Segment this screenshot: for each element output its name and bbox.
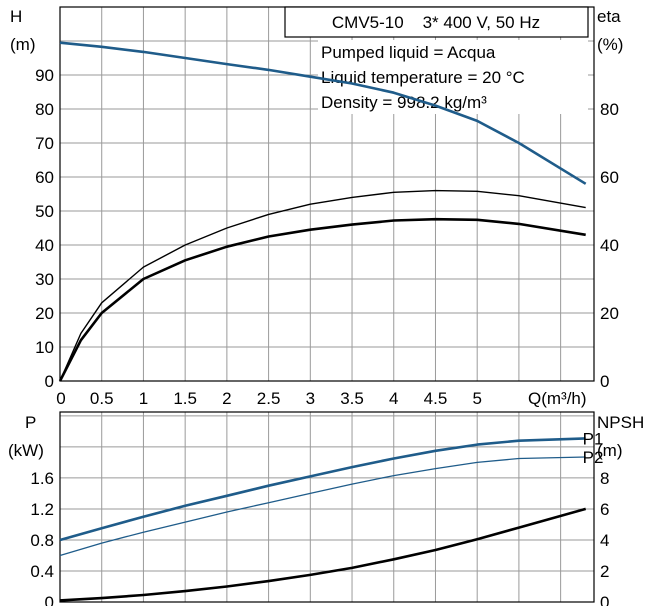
x-tick-label: 0 [56,389,65,408]
x-tick-label: 3.5 [340,389,364,408]
power-npsh-plot-frame [59,411,595,603]
head-tick-label: 90 [35,66,54,85]
head-tick-label: 60 [35,168,54,187]
x-tick-label: 4.5 [424,389,448,408]
npsh-tick-label: 8 [600,469,609,488]
head-tick-label: 50 [35,202,54,221]
efficiency-tick-label: 0 [600,372,609,391]
efficiency-curve-lower [58,217,586,382]
efficiency-axis-label: eta [597,7,621,26]
p1-power-curve [59,437,586,542]
x-tick-label: 4 [389,389,398,408]
npsh-tick-label: 0 [600,593,609,606]
efficiency-curve-upper [59,189,586,382]
head-tick-label: 70 [35,134,54,153]
head-tick-label: 0 [45,372,54,391]
x-tick-label: 1.5 [173,389,197,408]
info-panel [318,40,588,114]
npsh-axis-label: NPSH [597,413,644,432]
flow-axis-label: Q(m³/h) [528,389,587,408]
x-tick-label: 3 [306,389,315,408]
efficiency-axis-unit: (%) [597,35,623,54]
npsh-curve [59,507,587,602]
power-tick-label: 0 [45,593,54,606]
x-tick-label: 5 [472,389,481,408]
efficiency-tick-label: 20 [600,304,619,323]
performance-curves [58,41,587,602]
info-liquid-temperature: Liquid temperature = 20 °C [321,68,525,87]
head-curve [59,41,587,185]
power-axis-label: P [25,413,36,432]
power-tick-label: 0.4 [30,562,54,581]
head-tick-label: 40 [35,236,54,255]
title-box [284,6,589,38]
head-tick-label: 80 [35,100,54,119]
x-tick-label: 2 [222,389,231,408]
power-tick-label: 0.8 [30,531,54,550]
info-pumped-liquid: Pumped liquid = Acqua [321,43,496,62]
npsh-tick-label: 4 [600,531,609,550]
x-tick-label: 0.5 [90,389,114,408]
series-label-p1: P1 [583,429,604,448]
efficiency-tick-label: 80 [600,100,619,119]
tick-labels: 0 0.5 1 1.5 2 2.5 3 3.5 4 4.5 50102030405060708090… [30,66,619,606]
power-tick-label: 1.6 [30,469,54,488]
power-axis-unit: (kW) [8,441,44,460]
head-axis-unit: (m) [10,35,35,54]
x-tick-label: 2.5 [257,389,281,408]
npsh-axis-unit: (m) [597,441,622,460]
head-tick-label: 10 [35,338,54,357]
power-tick-label: 1.2 [30,500,54,519]
efficiency-tick-label: 40 [600,236,619,255]
chart-title: CMV5-10 3* 400 V, 50 Hz [332,13,540,32]
x-tick-label: 1 [139,389,148,408]
info-density: Density = 998.2 kg/m³ [321,93,487,112]
head-tick-label: 20 [35,304,54,323]
head-axis-label: H [10,7,22,26]
head-tick-label: 30 [35,270,54,289]
npsh-tick-label: 6 [600,500,609,519]
npsh-tick-label: 2 [600,562,609,581]
efficiency-tick-label: 60 [600,168,619,187]
p2-power-curve [59,456,586,557]
series-label-p2: P2 [583,448,604,467]
